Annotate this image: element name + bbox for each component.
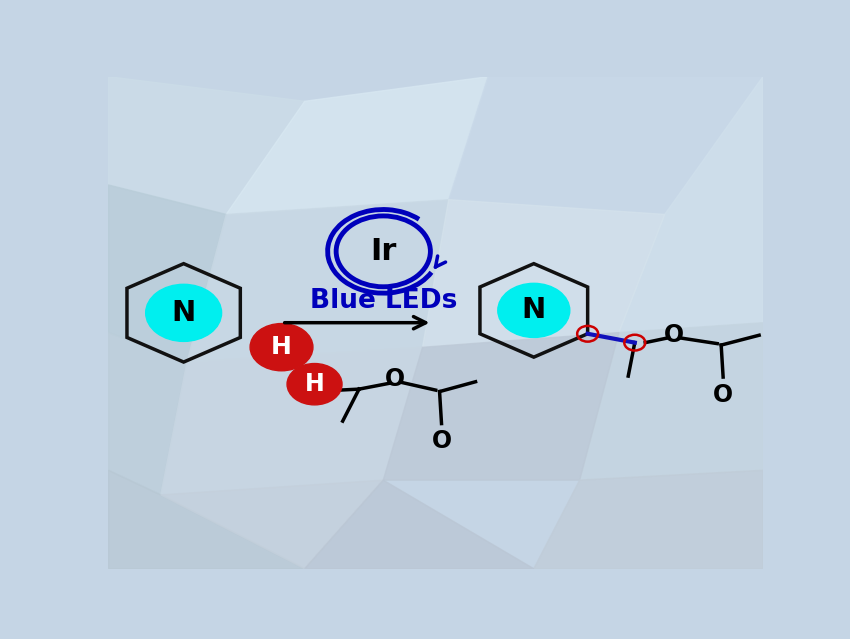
Text: H: H xyxy=(304,372,325,396)
Polygon shape xyxy=(187,199,449,362)
Text: H: H xyxy=(271,335,292,359)
Circle shape xyxy=(250,323,313,371)
Text: N: N xyxy=(172,299,196,327)
Polygon shape xyxy=(109,185,226,362)
Polygon shape xyxy=(109,77,304,215)
Polygon shape xyxy=(580,323,763,480)
Polygon shape xyxy=(161,347,422,495)
Polygon shape xyxy=(304,480,534,569)
Circle shape xyxy=(145,284,222,341)
Polygon shape xyxy=(383,332,619,480)
Text: O: O xyxy=(664,323,684,347)
Polygon shape xyxy=(619,77,763,332)
Circle shape xyxy=(287,364,342,405)
Polygon shape xyxy=(449,77,763,215)
Circle shape xyxy=(498,283,570,337)
Polygon shape xyxy=(226,77,488,215)
Text: O: O xyxy=(432,429,451,454)
Polygon shape xyxy=(161,480,383,569)
Text: O: O xyxy=(385,367,405,391)
Polygon shape xyxy=(422,199,665,347)
Text: N: N xyxy=(522,296,546,325)
Polygon shape xyxy=(534,470,763,569)
Text: Ir: Ir xyxy=(370,237,396,266)
Text: O: O xyxy=(713,383,734,407)
Text: Blue LEDs: Blue LEDs xyxy=(309,288,457,314)
Polygon shape xyxy=(109,470,304,569)
Polygon shape xyxy=(109,332,187,495)
